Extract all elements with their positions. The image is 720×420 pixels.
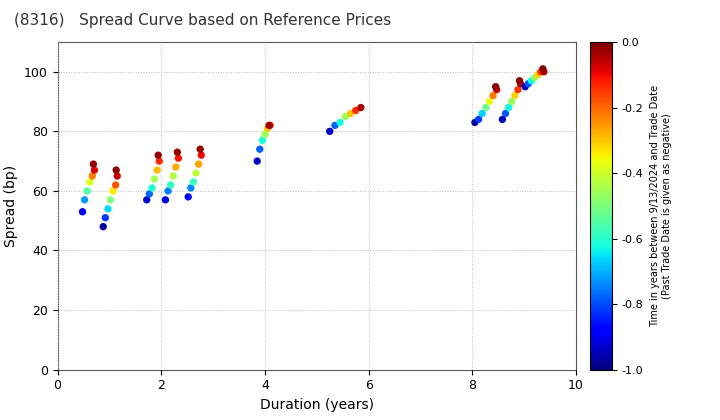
Point xyxy=(146,184,158,191)
Point xyxy=(473,116,485,123)
Point xyxy=(88,161,99,168)
Point xyxy=(153,158,165,165)
Point xyxy=(193,161,204,168)
Point xyxy=(497,116,508,123)
Point xyxy=(251,158,263,165)
Point xyxy=(480,104,492,111)
Point xyxy=(194,146,206,152)
Point xyxy=(264,122,275,129)
Point xyxy=(490,83,501,90)
Point xyxy=(77,208,89,215)
Point xyxy=(350,107,361,114)
Point xyxy=(512,86,523,93)
Point xyxy=(81,188,93,194)
Point xyxy=(173,155,184,162)
Point xyxy=(334,119,346,126)
Point xyxy=(477,110,488,117)
Point xyxy=(324,128,336,135)
Point xyxy=(264,122,276,129)
Point xyxy=(503,104,514,111)
Y-axis label: Spread (bp): Spread (bp) xyxy=(4,165,19,247)
Point xyxy=(519,83,531,90)
Point xyxy=(195,152,207,158)
Point xyxy=(84,178,96,185)
Point xyxy=(514,77,526,84)
Point xyxy=(506,98,518,105)
Text: (8316)   Spread Curve based on Reference Prices: (8316) Spread Curve based on Reference P… xyxy=(14,13,392,28)
Point xyxy=(102,205,114,212)
Point xyxy=(515,80,526,87)
Point xyxy=(355,104,366,111)
Point xyxy=(188,178,199,185)
Point xyxy=(165,181,176,188)
Point xyxy=(532,71,544,78)
Point xyxy=(538,68,549,75)
Point xyxy=(99,214,111,221)
Point xyxy=(89,167,100,173)
Point xyxy=(526,77,537,84)
Point xyxy=(262,125,274,132)
Y-axis label: Time in years between 9/13/2024 and Trade Date
(Past Trade Date is given as nega: Time in years between 9/13/2024 and Trad… xyxy=(650,85,672,327)
Point xyxy=(329,122,341,129)
Point xyxy=(78,197,90,203)
Point xyxy=(509,92,521,99)
Point xyxy=(259,131,271,138)
Point xyxy=(345,110,356,117)
Point xyxy=(491,86,503,93)
Point xyxy=(523,80,534,87)
Point xyxy=(484,98,495,105)
Point xyxy=(185,184,197,191)
Point xyxy=(171,149,183,155)
Point xyxy=(190,170,202,176)
Point xyxy=(168,173,179,179)
Point xyxy=(153,152,164,158)
Point xyxy=(487,92,499,99)
Point xyxy=(500,110,511,117)
Point xyxy=(537,66,549,72)
Point xyxy=(162,188,174,194)
Point xyxy=(254,146,266,152)
Point xyxy=(170,164,181,171)
Point xyxy=(104,197,116,203)
Point xyxy=(151,167,163,173)
Point xyxy=(86,173,98,179)
Point xyxy=(535,68,546,75)
Point xyxy=(160,197,171,203)
Point xyxy=(149,176,161,182)
Point xyxy=(110,167,122,173)
Point xyxy=(112,173,123,179)
Point xyxy=(110,181,122,188)
Point xyxy=(469,119,481,126)
Point xyxy=(143,191,155,197)
Point xyxy=(340,113,351,120)
Point xyxy=(97,223,109,230)
Point xyxy=(528,74,540,81)
Point xyxy=(107,188,119,194)
X-axis label: Duration (years): Duration (years) xyxy=(260,398,374,412)
Point xyxy=(182,194,194,200)
Point xyxy=(141,197,153,203)
Point xyxy=(256,137,268,144)
